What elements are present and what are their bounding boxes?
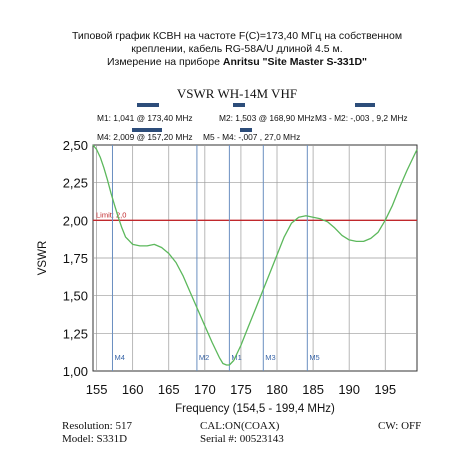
x-axis-label: Frequency (154,5 - 199,4 MHz): [175, 403, 335, 415]
marker-bar-m3: [355, 103, 375, 107]
marker-bar-m1: [137, 103, 159, 107]
footer-cw: CW: OFF: [378, 420, 422, 432]
y-tick-label: 1,25: [63, 326, 88, 341]
x-tick-label: 160: [122, 382, 144, 397]
marker-bar-m4: [132, 128, 162, 132]
y-tick-label: 2,50: [63, 138, 88, 153]
footer-resolution: Resolution: 517: [62, 420, 132, 432]
y-tick-label: 1,50: [63, 289, 88, 304]
y-tick-label: 1,75: [63, 251, 88, 266]
chart-header: Типовой график КСВН на частоте F(C)=173,…: [0, 30, 474, 69]
x-tick-label: 155: [86, 382, 108, 397]
x-tick-label: 195: [374, 382, 396, 397]
x-tick-label: 165: [158, 382, 180, 397]
marker-bar-m5: [240, 128, 252, 132]
marker-label-m4: M4: [114, 353, 124, 362]
header-line-2: креплении, кабель RG-58A/U длиной 4.5 м.: [131, 43, 343, 55]
marker-info-m5: M5 - M4: -,007 , 27,0 MHz: [203, 132, 301, 142]
x-tick-label: 175: [230, 382, 252, 397]
footer-serial: Serial #: 00523143: [200, 433, 284, 445]
marker-label-m3: M3: [265, 353, 275, 362]
header-line-3: Измерение на приборе Anritsu "Site Maste…: [0, 56, 474, 69]
header-line-3-bold: Anritsu "Site Master S-331D": [222, 56, 368, 68]
header-line-1: Типовой график КСВН на частоте F(C)=173,…: [71, 30, 403, 42]
marker-info-m1: M1: 1,041 @ 173,40 MHz: [97, 113, 193, 123]
limit-label: Limit: 2,0: [96, 210, 126, 219]
x-tick-label: 190: [338, 382, 360, 397]
vswr-trace: [92, 144, 418, 366]
marker-info-m4: M4: 2,009 @ 157,20 MHz: [97, 132, 193, 142]
marker-label-m1: M1: [231, 353, 241, 362]
x-tick-label: 180: [266, 382, 288, 397]
marker-label-m5: M5: [309, 353, 319, 362]
marker-label-m2: M2: [199, 353, 209, 362]
chart-title: VSWR WH-14M VHF: [176, 86, 298, 101]
marker-info-m2: M2: 1,503 @ 168,90 MHz: [219, 113, 315, 123]
x-tick-label: 170: [194, 382, 216, 397]
marker-info-m3: M3 - M2: -,003 , 9,2 MHz: [315, 113, 408, 123]
footer-cal: CAL:ON(COAX): [200, 420, 280, 432]
y-tick-label: 1,00: [63, 364, 88, 379]
y-axis-label: VSWR: [37, 241, 49, 276]
y-tick-label: 2,00: [63, 213, 88, 228]
x-tick-label: 185: [302, 382, 324, 397]
header-line-3-prefix: Измерение на приборе: [106, 56, 223, 68]
marker-bar-m2: [233, 103, 245, 107]
y-tick-label: 2,25: [63, 176, 88, 191]
footer-model: Model: S331D: [62, 433, 128, 445]
